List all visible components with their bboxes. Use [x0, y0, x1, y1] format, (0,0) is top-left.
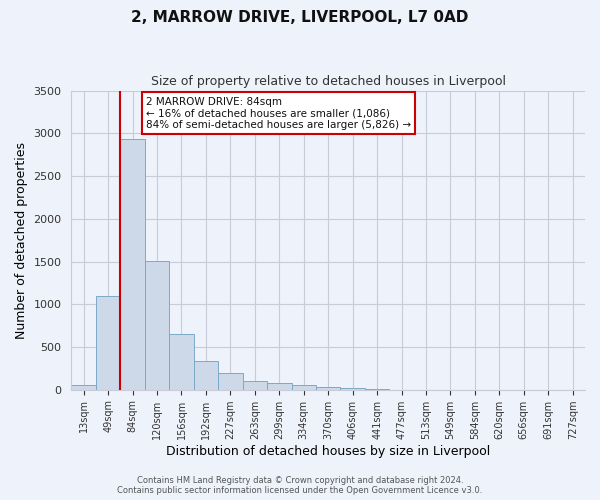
Bar [194, 361, 218, 390]
Bar [169, 334, 194, 390]
Y-axis label: Number of detached properties: Number of detached properties [15, 142, 28, 338]
Bar [96, 296, 121, 390]
Bar [121, 140, 145, 390]
Bar [267, 383, 292, 390]
Bar [292, 386, 316, 390]
X-axis label: Distribution of detached houses by size in Liverpool: Distribution of detached houses by size … [166, 444, 490, 458]
Bar [340, 388, 365, 390]
Bar [365, 389, 389, 390]
Bar [218, 373, 242, 390]
Bar [71, 386, 96, 390]
Bar [242, 380, 267, 390]
Title: Size of property relative to detached houses in Liverpool: Size of property relative to detached ho… [151, 75, 506, 88]
Bar [316, 387, 340, 390]
Text: Contains HM Land Registry data © Crown copyright and database right 2024.
Contai: Contains HM Land Registry data © Crown c… [118, 476, 482, 495]
Text: 2, MARROW DRIVE, LIVERPOOL, L7 0AD: 2, MARROW DRIVE, LIVERPOOL, L7 0AD [131, 10, 469, 25]
Bar [145, 260, 169, 390]
Text: 2 MARROW DRIVE: 84sqm
← 16% of detached houses are smaller (1,086)
84% of semi-d: 2 MARROW DRIVE: 84sqm ← 16% of detached … [146, 96, 411, 130]
